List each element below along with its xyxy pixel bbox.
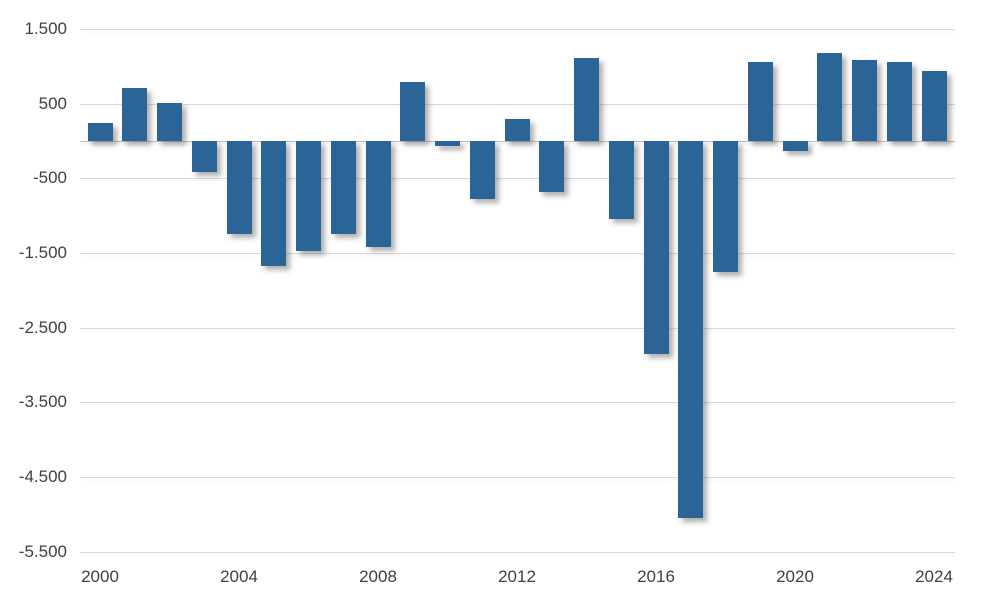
bar-2006 [296, 141, 321, 251]
bar-2003 [191, 141, 217, 173]
bar-2015 [608, 141, 634, 219]
bar-2007 [330, 141, 356, 234]
y-tick-label--2500: -2.500 [18, 317, 67, 337]
x-tick-label-2012: 2012 [498, 567, 536, 586]
gridline--4500 [80, 476, 955, 478]
gridline--5500 [80, 551, 955, 553]
x-tick-label-2016: 2016 [637, 567, 675, 586]
bar-2002 [157, 102, 182, 141]
x-tick-label-2004: 2004 [220, 567, 258, 586]
bar-2013 [539, 141, 565, 192]
bar-2010 [435, 141, 460, 147]
gridline--2500 [80, 327, 955, 329]
bar-2005 [261, 141, 287, 266]
y-tick-label-500: 500 [38, 93, 67, 113]
gridline-500 [80, 103, 955, 105]
bar-2022 [852, 59, 877, 141]
bar-2016 [643, 141, 669, 354]
x-tick-label-2024: 2024 [915, 567, 953, 586]
gridline--1500 [80, 252, 955, 254]
bar-2001 [122, 88, 148, 141]
bar-2008 [365, 141, 391, 247]
bar-2009 [400, 82, 426, 141]
y-tick-label--500: -500 [32, 168, 67, 188]
x-tick-label-2020: 2020 [776, 567, 814, 586]
bar-2017 [678, 141, 704, 518]
y-tick-label--4500: -4.500 [18, 466, 67, 486]
y-tick-label--1500: -1.500 [18, 242, 67, 262]
bar-2000 [87, 123, 113, 141]
bar-2011 [469, 141, 495, 200]
y-tick-label--5500: -5.500 [18, 541, 67, 561]
bar-2019 [747, 61, 773, 141]
x-tick-label-2008: 2008 [359, 567, 397, 586]
bar-2023 [886, 61, 912, 141]
bar-2018 [713, 141, 738, 273]
x-tick-label-2000: 2000 [81, 567, 119, 586]
gridline-1500 [80, 29, 955, 30]
y-tick-label--3500: -3.500 [18, 392, 67, 412]
y-tick-label-1500: 1.500 [24, 19, 67, 38]
bar-2024 [921, 70, 947, 141]
x-axis-line [80, 141, 955, 142]
bar-2012 [504, 119, 530, 141]
bar-2004 [226, 141, 252, 235]
bar-2020 [782, 141, 808, 151]
gridline--500 [80, 178, 955, 180]
bar-2021 [817, 52, 843, 141]
gridline--3500 [80, 402, 955, 404]
bar-2014 [574, 58, 599, 141]
